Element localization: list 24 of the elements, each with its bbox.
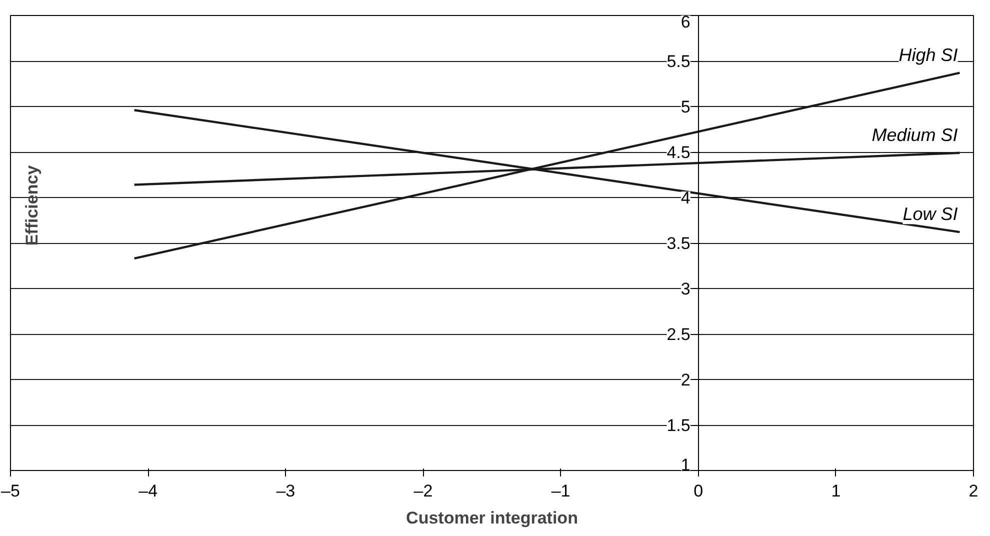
y-tick-label: 2.5	[666, 325, 690, 344]
y-axis-title: Efficiency	[22, 164, 42, 246]
y-tick-label: 1.5	[666, 416, 690, 435]
x-tick-label: –2	[414, 482, 433, 500]
y-tick-label: 3	[680, 280, 690, 298]
y-tick-label: 4.5	[666, 143, 690, 162]
y-tick-label: 2	[680, 370, 690, 390]
x-tick-label: 2	[968, 482, 978, 500]
y-tick-label: 5	[680, 98, 690, 116]
x-tick-label: –3	[276, 482, 296, 500]
y-tick-label: 4	[680, 188, 690, 208]
x-axis-title: Customer integration	[406, 508, 578, 528]
series-label: High SI	[898, 44, 958, 65]
y-tick-label: 1	[680, 456, 690, 474]
x-tick-label: –1	[551, 482, 570, 500]
series-label: Medium SI	[872, 124, 958, 145]
x-tick-label: 1	[831, 482, 841, 500]
y-tick-label: 3.5	[666, 234, 690, 253]
x-tick-label: 0	[694, 482, 704, 500]
series-label: Low SI	[902, 204, 958, 224]
x-tick-label: –5	[1, 482, 20, 500]
x-tick-label: –4	[138, 482, 158, 500]
y-tick-label: 5.5	[666, 52, 690, 71]
y-tick-label: 6	[680, 12, 690, 32]
